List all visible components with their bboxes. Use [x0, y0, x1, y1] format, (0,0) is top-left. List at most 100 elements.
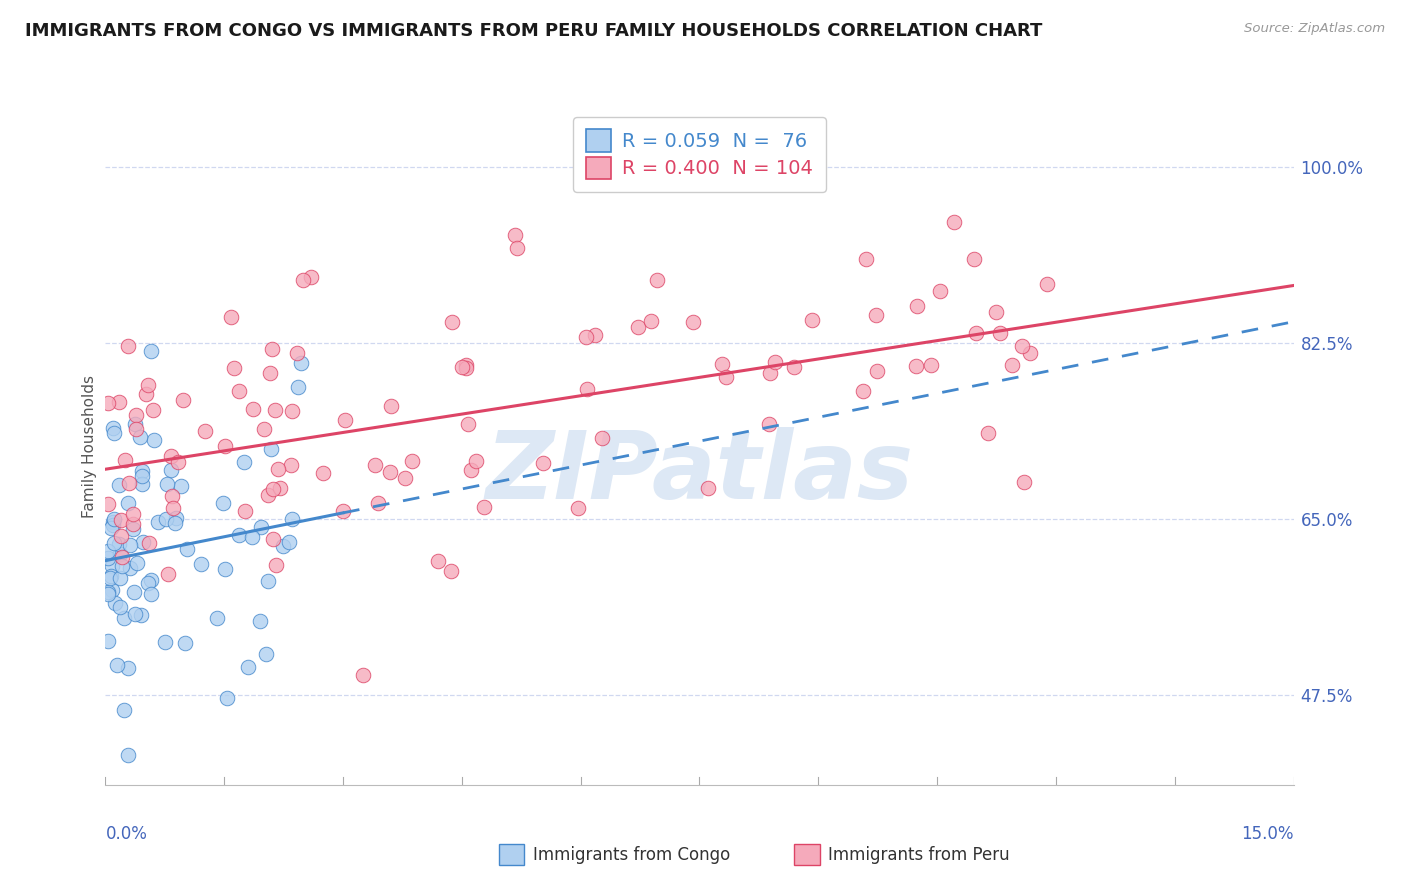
Point — [262, 482, 284, 496]
Point — [441, 315, 464, 329]
Y-axis label: Family Households: Family Households — [82, 375, 97, 517]
Point — [125, 422, 148, 436]
Point — [260, 342, 283, 356]
Point — [352, 668, 374, 682]
Point — [160, 489, 183, 503]
Point — [125, 556, 148, 570]
Point — [117, 496, 139, 510]
Point — [682, 315, 704, 329]
Point — [129, 607, 152, 622]
Point — [131, 469, 153, 483]
Point — [100, 521, 122, 535]
Point — [984, 305, 1007, 319]
Point — [627, 320, 650, 334]
Point — [1014, 475, 1036, 489]
Point — [155, 512, 177, 526]
Point — [221, 310, 243, 325]
Point — [457, 417, 479, 432]
Point — [143, 433, 166, 447]
Point — [190, 558, 212, 572]
Point — [108, 600, 131, 615]
Point — [103, 516, 125, 530]
Point — [138, 377, 160, 392]
Point — [215, 690, 238, 705]
Point — [138, 575, 160, 590]
Point — [97, 544, 120, 558]
Point — [108, 536, 131, 550]
Point — [291, 273, 314, 287]
Point — [112, 611, 135, 625]
Point — [235, 503, 257, 517]
Point — [506, 241, 529, 255]
Point — [281, 404, 304, 418]
Point — [110, 529, 132, 543]
Point — [269, 481, 291, 495]
Point — [138, 536, 160, 550]
Point — [426, 554, 449, 568]
Point — [131, 464, 153, 478]
Point — [249, 614, 271, 628]
Point — [101, 518, 124, 533]
Text: Source: ZipAtlas.com: Source: ZipAtlas.com — [1244, 22, 1385, 36]
Point — [465, 454, 488, 468]
Point — [139, 574, 162, 588]
Point — [146, 515, 169, 529]
Point — [110, 572, 132, 586]
Point — [262, 532, 284, 546]
Point — [162, 500, 184, 515]
Point — [363, 458, 385, 472]
Point — [125, 408, 148, 422]
Point — [254, 647, 277, 661]
Point — [108, 478, 131, 492]
Text: 15.0%: 15.0% — [1241, 825, 1294, 843]
Point — [176, 542, 198, 557]
Point — [855, 252, 877, 267]
Point — [222, 360, 245, 375]
Point — [170, 479, 193, 493]
Point — [236, 660, 259, 674]
Point — [103, 536, 125, 550]
Point — [174, 635, 197, 649]
Point — [567, 500, 589, 515]
Text: 0.0%: 0.0% — [105, 825, 148, 843]
Point — [122, 517, 145, 532]
Point — [129, 430, 152, 444]
Point — [194, 424, 217, 438]
Point — [378, 465, 401, 479]
Point — [783, 360, 806, 375]
Point — [759, 366, 782, 380]
Point — [851, 384, 873, 399]
Point — [645, 272, 668, 286]
Point — [122, 584, 145, 599]
Point — [249, 520, 271, 534]
Point — [401, 454, 423, 468]
Point — [233, 455, 256, 469]
Point — [111, 549, 134, 564]
Point — [101, 582, 124, 597]
Point — [253, 422, 276, 436]
Point — [710, 357, 733, 371]
Point — [139, 587, 162, 601]
Point — [714, 369, 737, 384]
Point — [104, 596, 127, 610]
Point — [212, 496, 235, 510]
Point — [172, 393, 194, 408]
Point — [287, 346, 309, 360]
Point — [1001, 359, 1024, 373]
Point — [142, 403, 165, 417]
Point — [132, 535, 155, 549]
Point — [103, 512, 125, 526]
Point — [440, 564, 463, 578]
Point — [240, 530, 263, 544]
Point — [765, 355, 787, 369]
Point — [103, 421, 125, 435]
Point — [100, 568, 122, 582]
Point — [131, 477, 153, 491]
Point — [576, 382, 599, 396]
Legend: R = 0.059  N =  76, R = 0.400  N = 104: R = 0.059 N = 76, R = 0.400 N = 104 — [574, 117, 825, 192]
Point — [267, 461, 290, 475]
Point — [110, 513, 132, 527]
Point — [205, 610, 228, 624]
Point — [460, 463, 482, 477]
Point — [1019, 345, 1042, 359]
